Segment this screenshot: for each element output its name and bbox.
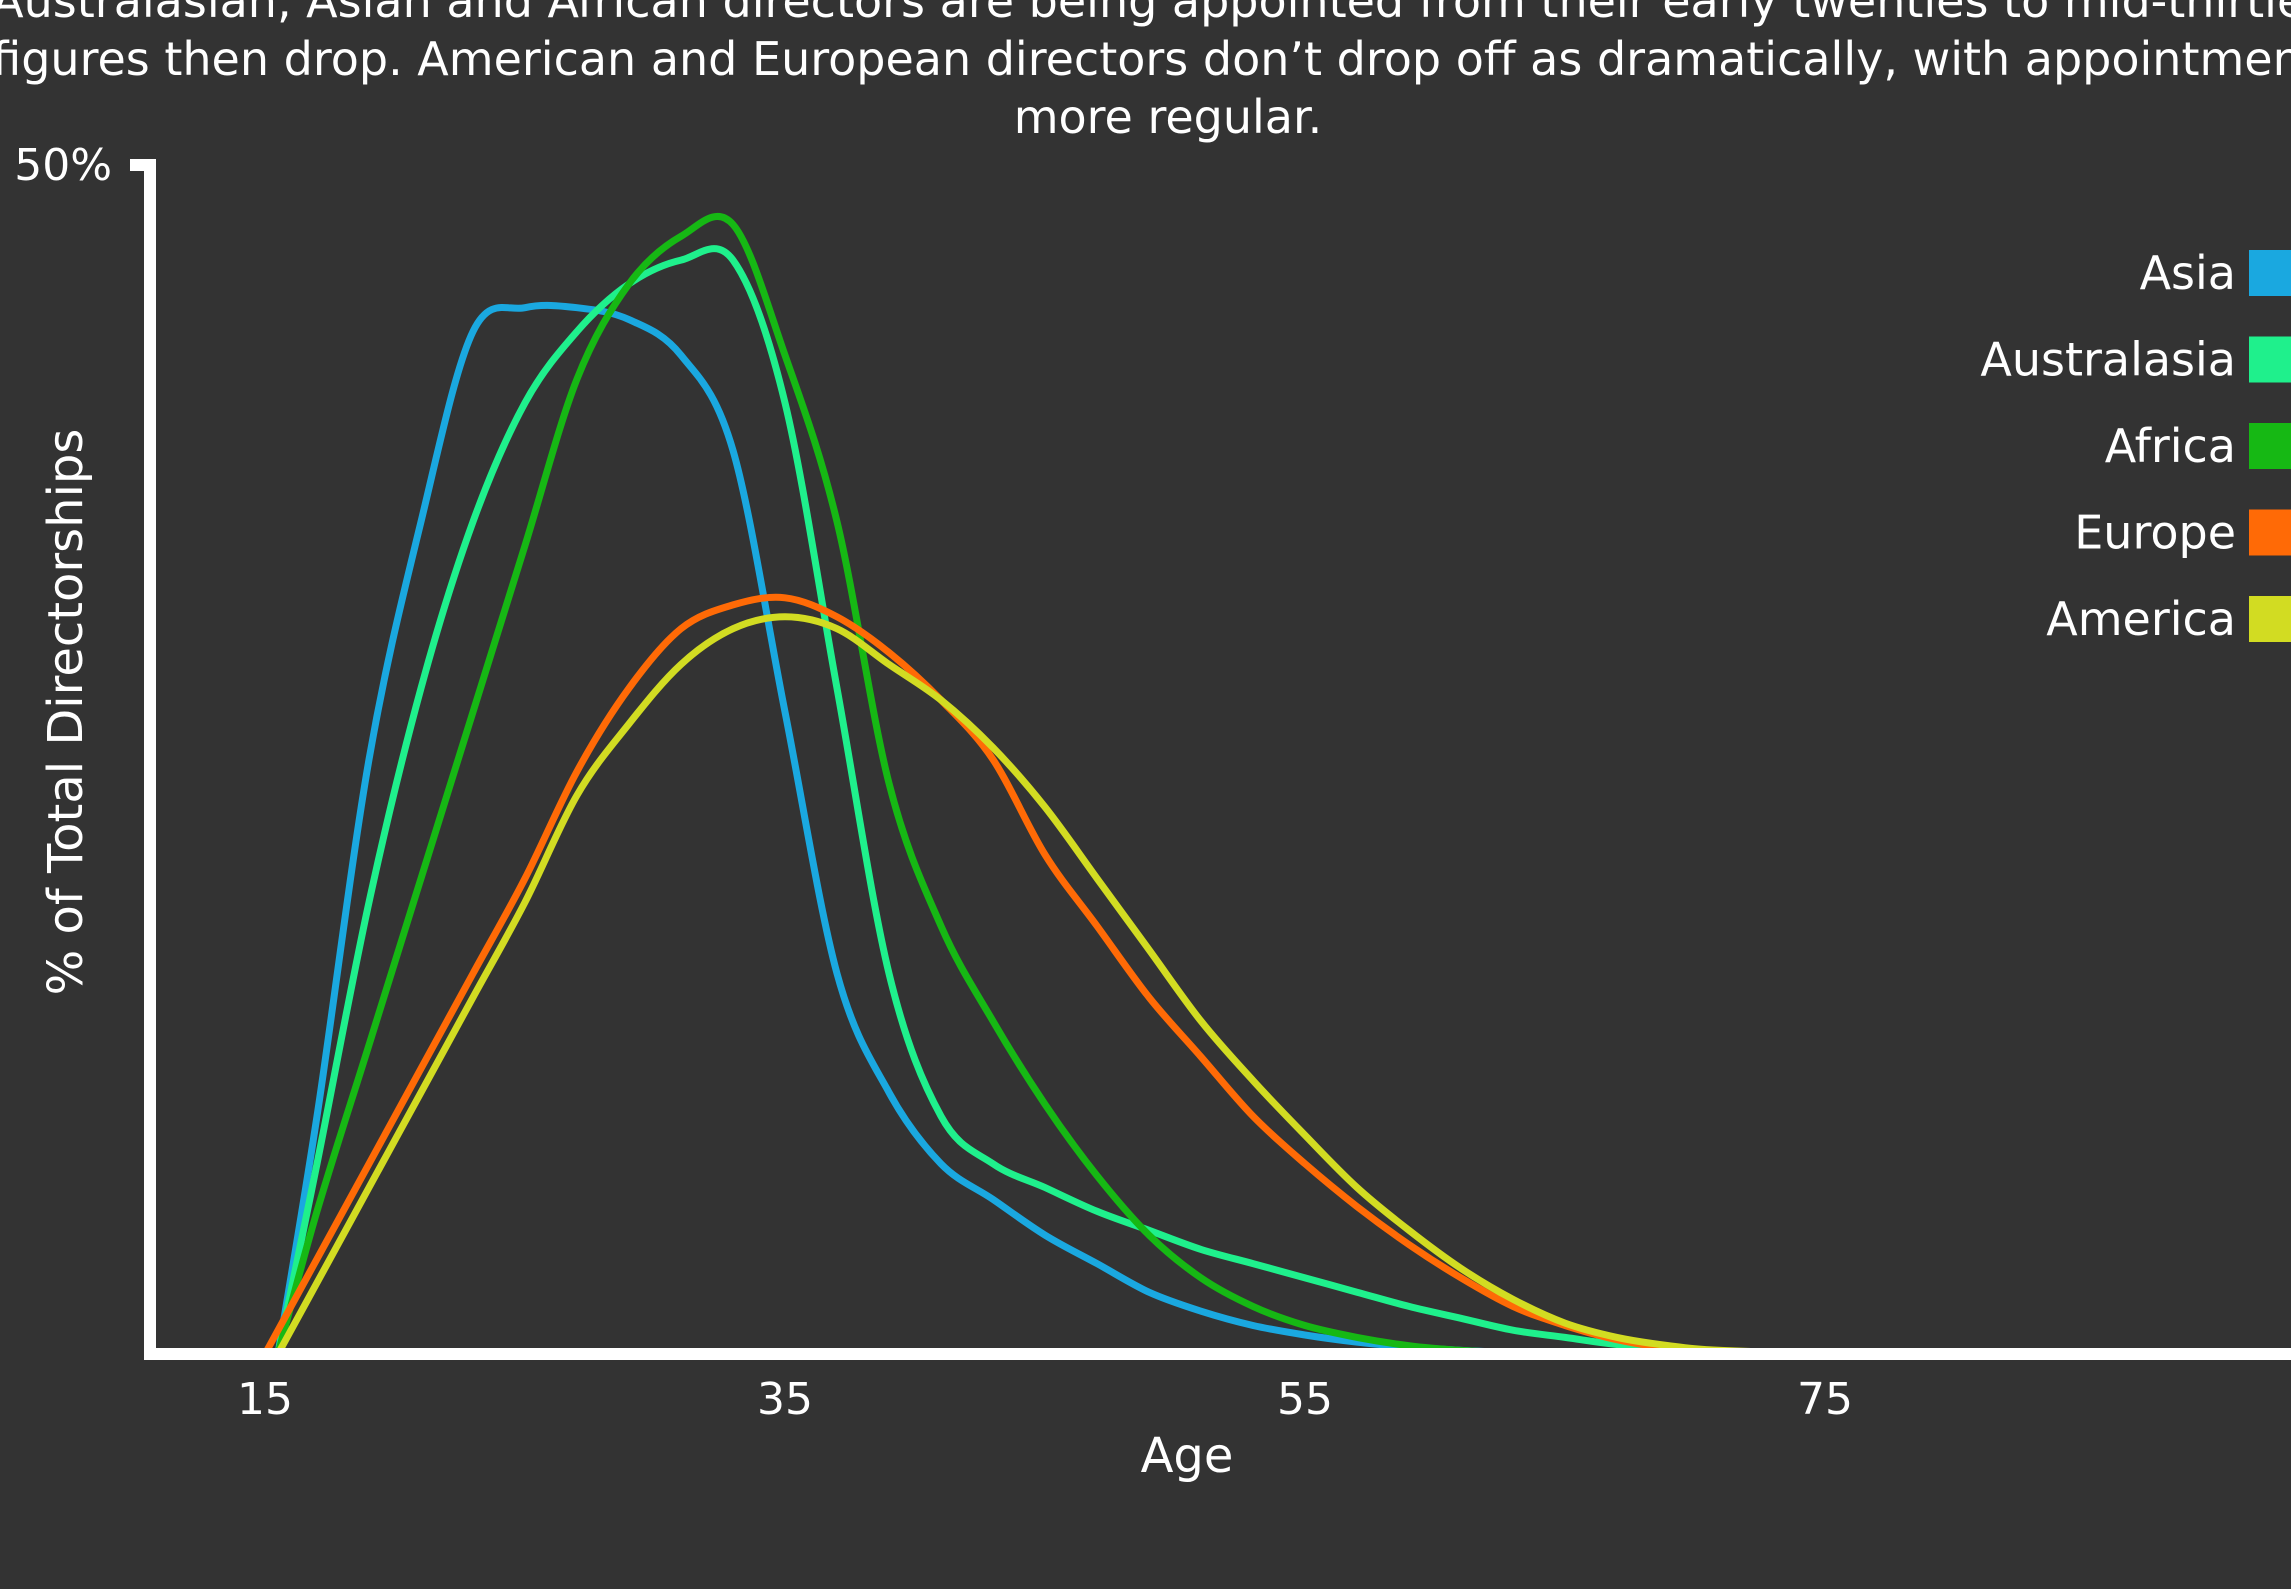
series-line-africa [274, 213, 1569, 1358]
legend-label: Australasia [1980, 333, 2236, 387]
subtitle-line-3: more regular. [1013, 90, 1323, 144]
y-top-tick-label: 50% [14, 140, 112, 191]
series-line-america [274, 613, 2141, 1358]
legend-label: Asia [2140, 246, 2236, 300]
y-axis-title: % of Total Directorships [38, 429, 94, 996]
legend-swatch [2249, 250, 2291, 296]
legend-label: America [2046, 592, 2236, 646]
legend-swatch [2249, 336, 2291, 383]
legend-item-africa: Africa [2105, 419, 2291, 473]
series-line-europe [261, 593, 1829, 1358]
legend-item-asia: Asia [2140, 246, 2291, 300]
x-tick-label: 35 [757, 1374, 813, 1425]
x-tick-labels: 15 35 55 75 [237, 1374, 1853, 1425]
series-layer [261, 213, 2141, 1358]
x-axis-title: Age [1141, 1428, 1234, 1484]
x-tick-label: 75 [1797, 1374, 1853, 1425]
chart-subtitle: Australasian, Asian and African director… [0, 0, 2291, 146]
legend-swatch [2249, 423, 2291, 469]
legend-swatch [2249, 596, 2291, 642]
subtitle-line-1: Australasian, Asian and African director… [0, 0, 2291, 28]
legend-item-america: America [2046, 592, 2291, 646]
series-line-asia [274, 301, 1543, 1358]
legend-swatch [2249, 509, 2291, 556]
legend: Asia Australasia Africa Europe America [1980, 246, 2291, 646]
legend-label: Africa [2105, 419, 2236, 473]
series-line-australasia [274, 245, 1829, 1358]
legend-item-australasia: Australasia [1980, 333, 2291, 387]
legend-label: Europe [2074, 506, 2236, 560]
x-tick-label: 15 [237, 1374, 293, 1425]
subtitle-line-2: figures then drop. American and European… [0, 32, 2291, 86]
x-tick-label: 55 [1277, 1374, 1333, 1425]
legend-item-europe: Europe [2074, 506, 2291, 560]
